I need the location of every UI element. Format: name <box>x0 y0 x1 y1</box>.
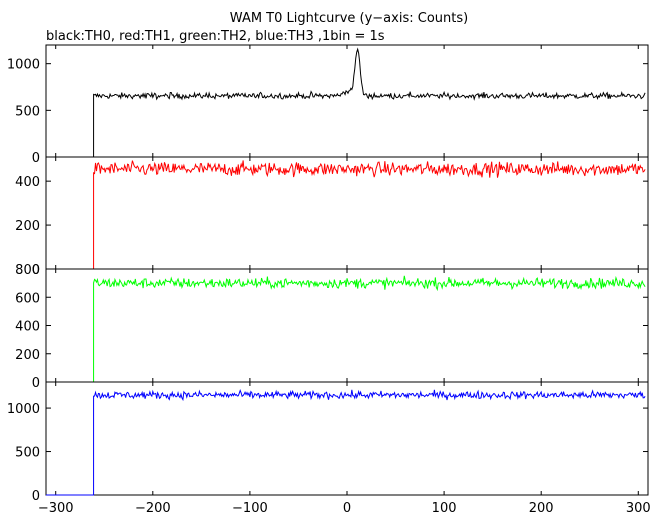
x-tick-label: −300 <box>38 501 74 515</box>
x-tick-label: 100 <box>432 501 457 515</box>
chart-subtitle: black:TH0, red:TH1, green:TH2, blue:TH3 … <box>46 29 385 44</box>
panel-frame <box>45 381 649 496</box>
y-tick-label: 500 <box>15 446 40 461</box>
y-tick-label: 0 <box>32 376 40 391</box>
x-axis: −300 −200 −100 0 100 200 300 <box>38 501 651 515</box>
y-tick-label: 400 <box>15 175 40 190</box>
y-tick-label: 200 <box>15 348 40 363</box>
series-line-th2 <box>46 275 646 383</box>
panel-frame <box>45 156 649 270</box>
y-tick-label: 800 <box>15 263 40 278</box>
chart-title: WAM T0 Lightcurve (y−axis: Counts) <box>230 11 468 26</box>
series-line-th0 <box>46 47 646 158</box>
panel-frame <box>45 44 649 158</box>
series-line-th1 <box>46 160 646 270</box>
panel-th0: 0 500 1000 <box>7 44 649 166</box>
x-tick-label: −100 <box>232 501 268 515</box>
y-tick-label: 200 <box>15 219 40 234</box>
x-tick-label: −200 <box>135 501 171 515</box>
y-tick-label: 500 <box>15 104 40 119</box>
y-tick-label: 1000 <box>7 58 40 73</box>
x-tick-label: 300 <box>626 501 651 515</box>
y-tick-label: 400 <box>15 320 40 335</box>
y-tick-label: 0 <box>32 263 40 278</box>
panel-th3: 0 500 1000 <box>7 381 649 504</box>
x-tick-label: 200 <box>529 501 554 515</box>
y-tick-label: 0 <box>32 489 40 504</box>
series-line-th3 <box>46 389 646 496</box>
y-tick-label: 600 <box>15 291 40 306</box>
panel-th1: 0 200 400 <box>15 156 649 278</box>
x-tick-label: 0 <box>343 501 351 515</box>
panel-th2: 0 200 400 600 800 <box>15 263 649 391</box>
panel-frame <box>45 268 649 383</box>
y-tick-label: 1000 <box>7 402 40 417</box>
y-tick-label: 0 <box>32 151 40 166</box>
